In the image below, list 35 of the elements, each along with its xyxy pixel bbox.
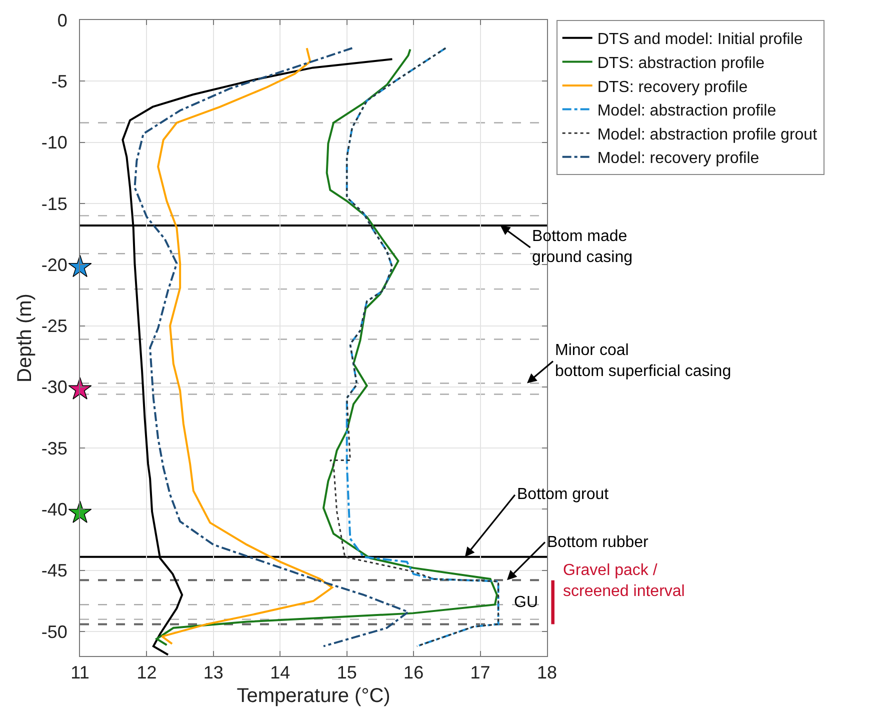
- y-tick-label: -40: [41, 500, 68, 520]
- y-tick-label: -15: [41, 194, 68, 214]
- x-tick-label: 14: [270, 662, 290, 683]
- legend-label: DTS: abstraction profile: [597, 54, 765, 72]
- x-axis-title: Temperature (°C): [236, 685, 390, 708]
- legend-label: DTS and model: Initial profile: [597, 31, 803, 48]
- annotation: Bottom grout: [517, 486, 610, 503]
- annotation: Bottom rubber: [547, 534, 650, 551]
- annotation: Bottom made ground casing: [532, 228, 633, 266]
- x-tick-label: 12: [136, 662, 157, 683]
- y-tick-label: -45: [41, 560, 68, 581]
- legend-label: Model: recovery profile: [597, 150, 760, 168]
- annotation: Minor coal bottom superficial casing: [555, 342, 732, 380]
- annotation: GU: [514, 594, 538, 611]
- x-tick-label: 17: [470, 662, 490, 683]
- x-tick-label: 16: [404, 662, 424, 683]
- x-tick-label: 18: [536, 662, 558, 683]
- y-tick-label: -50: [41, 622, 68, 642]
- legend-label: Model: abstraction profile grout: [597, 126, 818, 144]
- x-tick-label: 15: [336, 662, 357, 683]
- legend-label: Model: abstraction profile: [597, 102, 776, 120]
- line-series: [156, 48, 498, 646]
- y-tick-label: -20: [41, 254, 68, 275]
- text: Gravel pack / screened interval: [563, 562, 685, 600]
- y-tick-label: -25: [41, 316, 68, 336]
- line-series: [157, 47, 334, 645]
- y-tick-label: -35: [41, 438, 68, 458]
- x-tick-label: 13: [203, 662, 224, 683]
- y-axis-title: Depth (m): [14, 294, 36, 382]
- y-tick-label: -30: [41, 377, 68, 398]
- y-tick-label: -10: [41, 132, 68, 153]
- legend-label: DTS: recovery profile: [597, 78, 748, 96]
- y-tick-label: 0: [57, 10, 68, 30]
- x-tick-label: 11: [70, 662, 90, 683]
- y-tick-label: -5: [51, 71, 68, 92]
